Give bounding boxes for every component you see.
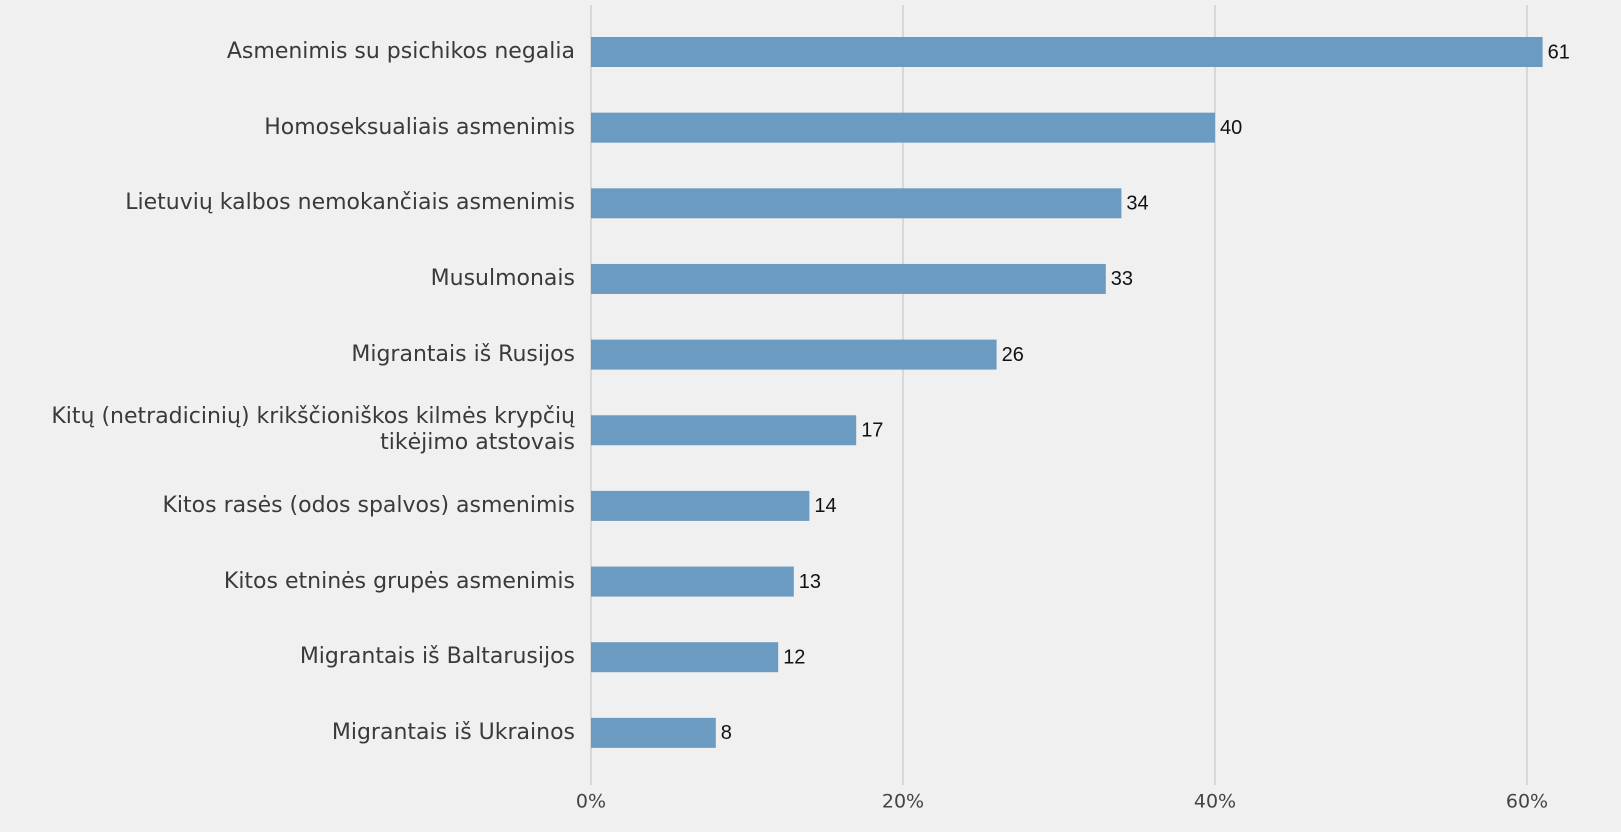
bar bbox=[591, 642, 779, 673]
y-tick-label: Homoseksualiais asmenimis bbox=[264, 114, 575, 140]
value-label: 40 bbox=[1220, 117, 1242, 139]
y-tick-label: Musulmonais bbox=[430, 265, 575, 291]
value-label: 26 bbox=[1002, 344, 1024, 366]
y-tick-label: Kitos rasės (odos spalvos) asmenimis bbox=[162, 492, 576, 518]
value-label: 33 bbox=[1111, 268, 1133, 290]
y-tick-label: Migrantais iš Rusijos bbox=[351, 341, 575, 367]
bar bbox=[591, 566, 794, 597]
bar bbox=[591, 112, 1215, 143]
bar bbox=[591, 37, 1543, 67]
y-tick-label: Asmenimis su psichikos negalia bbox=[226, 39, 575, 64]
y-tick-label: Lietuvių kalbos nemokančiais asmenimis bbox=[125, 190, 575, 216]
x-tick-label: 60% bbox=[1506, 791, 1548, 813]
bar bbox=[591, 188, 1122, 219]
y-tick-label: Migrantais iš Ukrainos bbox=[331, 719, 575, 745]
y-tick-label: Kitų (netradicinių) krikščioniškos kilmė… bbox=[51, 404, 575, 456]
bar bbox=[591, 415, 857, 446]
value-label: 13 bbox=[799, 571, 821, 593]
bar bbox=[591, 263, 1106, 294]
value-label: 17 bbox=[861, 420, 883, 442]
value-label: 34 bbox=[1126, 193, 1148, 215]
x-tick-label: 40% bbox=[1194, 791, 1236, 813]
x-tick-label: 20% bbox=[882, 791, 924, 813]
value-label: 61 bbox=[1548, 41, 1570, 63]
bar bbox=[591, 490, 810, 521]
y-tick-label: Kitos etninės grupės asmenimis bbox=[223, 568, 575, 594]
y-tick-label: Migrantais iš Baltarusijos bbox=[299, 644, 575, 670]
bar bbox=[591, 339, 997, 370]
value-label: 14 bbox=[814, 495, 836, 517]
bar bbox=[591, 717, 716, 748]
value-label: 12 bbox=[783, 646, 805, 668]
value-label: 8 bbox=[721, 722, 732, 744]
x-tick-label: 0% bbox=[576, 791, 606, 813]
